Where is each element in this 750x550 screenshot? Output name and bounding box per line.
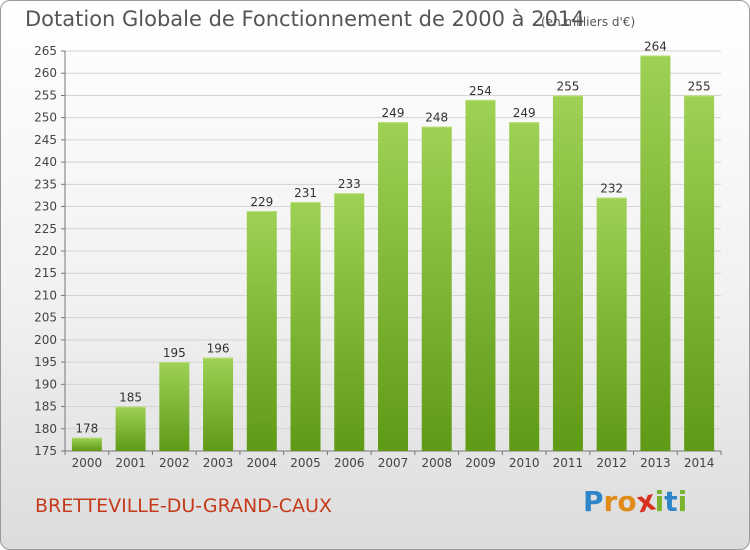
value-label: 254 xyxy=(469,84,492,98)
y-tick-label: 245 xyxy=(34,133,57,147)
logo-letter: P xyxy=(583,485,604,518)
bar-2006 xyxy=(334,193,365,451)
bar-2008 xyxy=(421,126,452,452)
y-tick-label: 180 xyxy=(34,422,57,436)
bar-2013 xyxy=(640,55,671,451)
value-label: 231 xyxy=(294,186,317,200)
chart-title: Dotation Globale de Fonctionnement de 20… xyxy=(25,7,585,31)
bar-2010 xyxy=(509,122,540,451)
x-tick-labels: 2000 2001 2002 2003 2004 2005 2006 2007 2008 2009… xyxy=(64,451,722,470)
value-label: 248 xyxy=(425,111,448,125)
value-label: 195 xyxy=(163,346,186,360)
value-label: 232 xyxy=(600,182,623,196)
value-label: 264 xyxy=(644,39,667,53)
y-tick-label: 250 xyxy=(34,111,57,125)
logo-letter: i xyxy=(677,485,688,518)
bar-2002 xyxy=(159,362,190,451)
y-tick-label: 220 xyxy=(34,244,57,258)
x-tick-label: 2005 xyxy=(290,456,321,470)
bars xyxy=(71,55,715,452)
y-tick-label: 195 xyxy=(34,355,57,369)
x-tick-label: 2012 xyxy=(596,456,627,470)
y-tick-label: 215 xyxy=(34,266,57,280)
x-tick-label: 2008 xyxy=(421,456,452,470)
y-tick-label: 260 xyxy=(34,66,57,80)
bar-2014 xyxy=(684,95,715,451)
value-label: 233 xyxy=(338,177,361,191)
value-labels: 178 185 195 196 229 231 233 249 248 254 249 255 232 2… xyxy=(75,39,710,435)
y-tick-label: 265 xyxy=(34,44,57,58)
city-name: BRETTEVILLE-DU-GRAND-CAUX xyxy=(35,495,332,517)
y-tick-label: 190 xyxy=(34,377,57,391)
y-tick-label: 205 xyxy=(34,311,57,325)
x-tick-label: 2007 xyxy=(378,456,409,470)
bar-2012 xyxy=(596,197,627,451)
y-tick-label: 210 xyxy=(34,288,57,302)
bar-2001 xyxy=(115,406,146,451)
x-tick-label: 2006 xyxy=(334,456,365,470)
chart-unit: (en milliers d'€) xyxy=(541,15,636,29)
bar-2000 xyxy=(71,437,102,451)
bar-2005 xyxy=(290,202,321,451)
logo-letter: i xyxy=(654,485,665,518)
value-label: 249 xyxy=(382,106,405,120)
y-tick-label: 255 xyxy=(34,88,57,102)
bar-2004 xyxy=(246,211,277,451)
logo-letter: t xyxy=(664,485,678,518)
x-tick-label: 2013 xyxy=(640,456,671,470)
y-tick-label: 185 xyxy=(34,400,57,414)
y-tick-label: 225 xyxy=(34,222,57,236)
logo-letter: r xyxy=(603,485,618,518)
value-label: 178 xyxy=(75,422,98,436)
value-label: 255 xyxy=(688,79,711,93)
x-tick-label: 2009 xyxy=(465,456,496,470)
bar-2003 xyxy=(203,357,234,451)
x-tick-label: 2004 xyxy=(247,456,278,470)
bar-2011 xyxy=(552,95,583,451)
x-tick-label: 2002 xyxy=(159,456,190,470)
y-tick-labels: 175 180 185 190 195 200 205 210 215 220 225 230 235 2… xyxy=(34,44,57,458)
proxiti-logo: Proxiti xyxy=(583,483,688,519)
y-tick-label: 240 xyxy=(34,155,57,169)
bar-2007 xyxy=(378,122,408,451)
y-tick-label: 200 xyxy=(34,333,57,347)
x-tick-label: 2003 xyxy=(203,456,234,470)
value-label: 185 xyxy=(119,391,142,405)
x-tick-label: 2000 xyxy=(72,456,103,470)
value-label: 249 xyxy=(513,106,536,120)
bar-2009 xyxy=(465,99,496,451)
value-label: 255 xyxy=(556,79,579,93)
y-tick-label: 230 xyxy=(34,200,57,214)
logo-letter: o xyxy=(617,485,637,518)
x-tick-label: 2010 xyxy=(509,456,540,470)
x-tick-label: 2011 xyxy=(553,456,584,470)
value-label: 196 xyxy=(207,342,230,356)
value-label: 229 xyxy=(250,195,273,209)
x-tick-label: 2001 xyxy=(115,456,146,470)
y-tick-label: 175 xyxy=(34,444,57,458)
x-tick-label: 2014 xyxy=(684,456,715,470)
y-tick-label: 235 xyxy=(34,177,57,191)
